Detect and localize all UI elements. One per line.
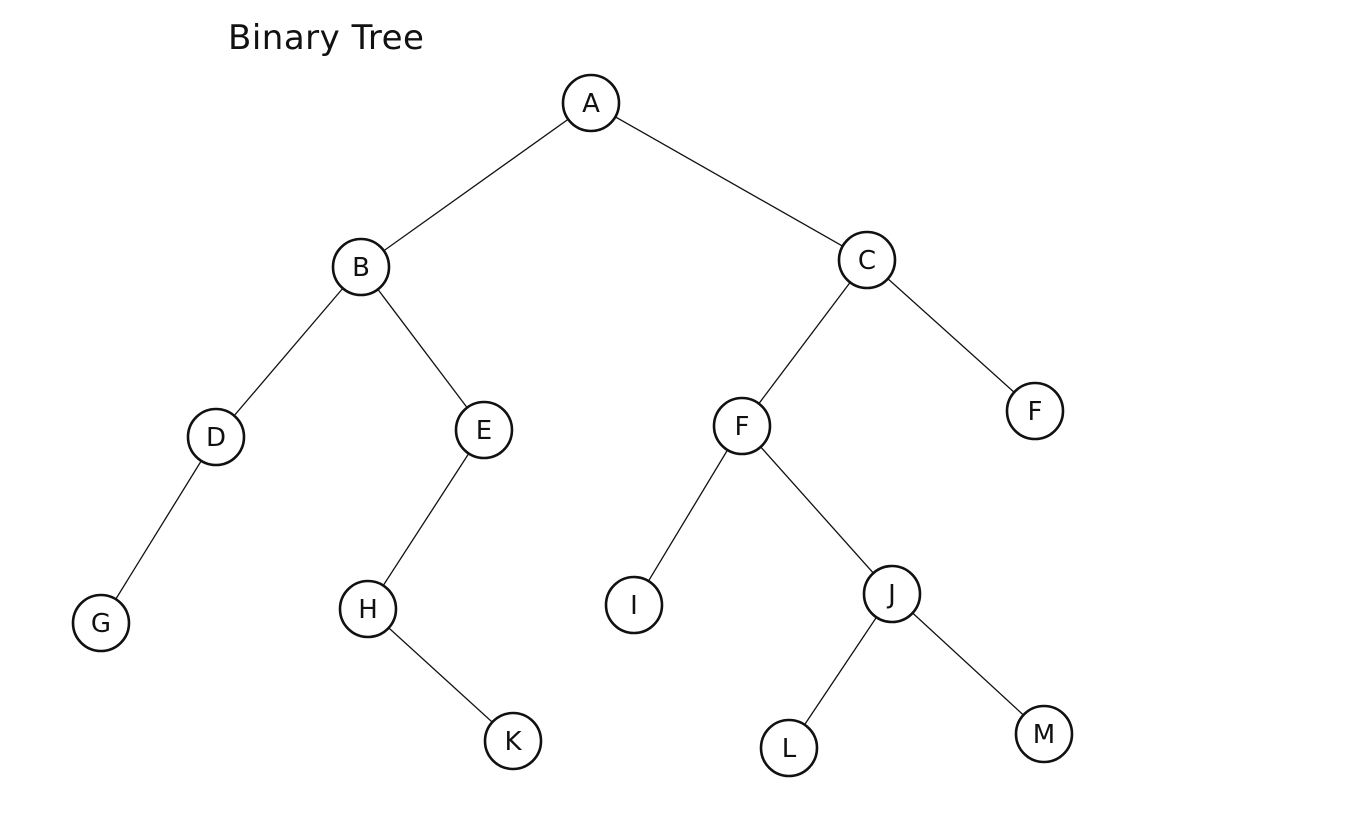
- edge-f1-i: [633, 425, 743, 606]
- nodes-layer: A B C D E F F G H I J K L M: [71, 73, 1074, 778]
- edges-layer: [100, 102, 1045, 749]
- tree-node-a: A: [561, 73, 621, 133]
- node-circle: [604, 575, 664, 635]
- edge-h-k: [367, 608, 514, 742]
- node-label: H: [358, 595, 378, 625]
- edge-a-b: [360, 102, 592, 268]
- node-label: B: [352, 253, 370, 283]
- node-circle: [338, 579, 398, 639]
- node-label: F: [735, 412, 750, 442]
- tree-node-k: K: [483, 711, 543, 771]
- diagram-title: Binary Tree: [228, 18, 425, 58]
- node-circle: [712, 396, 772, 456]
- tree-node-d: D: [186, 407, 246, 467]
- node-label: A: [582, 89, 600, 119]
- edge-c-f1: [741, 259, 868, 427]
- tree-node-g: G: [71, 593, 131, 653]
- edge-b-d: [215, 266, 362, 438]
- edge-j-l: [788, 593, 893, 749]
- edge-c-f2: [866, 259, 1036, 412]
- edge-a-c: [590, 102, 868, 261]
- tree-node-c: C: [837, 230, 897, 290]
- node-circle: [1014, 704, 1074, 764]
- node-circle: [454, 400, 514, 460]
- node-circle: [561, 73, 621, 133]
- tree-node-b: B: [331, 237, 391, 297]
- node-label: F: [1028, 397, 1043, 427]
- node-circle: [331, 237, 391, 297]
- node-label: E: [476, 416, 492, 446]
- node-label: L: [782, 734, 797, 764]
- node-label: G: [91, 609, 111, 639]
- node-circle: [483, 711, 543, 771]
- edge-d-g: [100, 436, 217, 624]
- tree-node-e: E: [454, 400, 514, 460]
- tree-node-f2: F: [1005, 381, 1065, 441]
- edge-j-m: [891, 593, 1045, 735]
- node-circle: [862, 564, 922, 624]
- node-label: D: [206, 423, 226, 453]
- tree-node-l: L: [759, 718, 819, 778]
- tree-node-i: I: [604, 575, 664, 635]
- node-label: I: [630, 591, 638, 621]
- node-label: J: [886, 580, 896, 610]
- node-circle: [71, 593, 131, 653]
- node-label: C: [858, 246, 876, 276]
- node-circle: [1005, 381, 1065, 441]
- tree-node-m: M: [1014, 704, 1074, 764]
- node-circle: [759, 718, 819, 778]
- edge-e-h: [367, 429, 485, 610]
- edge-f1-j: [741, 425, 893, 595]
- node-label: K: [504, 727, 522, 757]
- tree-node-f1: F: [712, 396, 772, 456]
- tree-node-h: H: [338, 579, 398, 639]
- node-label: M: [1033, 720, 1055, 750]
- tree-node-j: J: [862, 564, 922, 624]
- edge-b-e: [360, 266, 485, 431]
- node-circle: [186, 407, 246, 467]
- node-circle: [837, 230, 897, 290]
